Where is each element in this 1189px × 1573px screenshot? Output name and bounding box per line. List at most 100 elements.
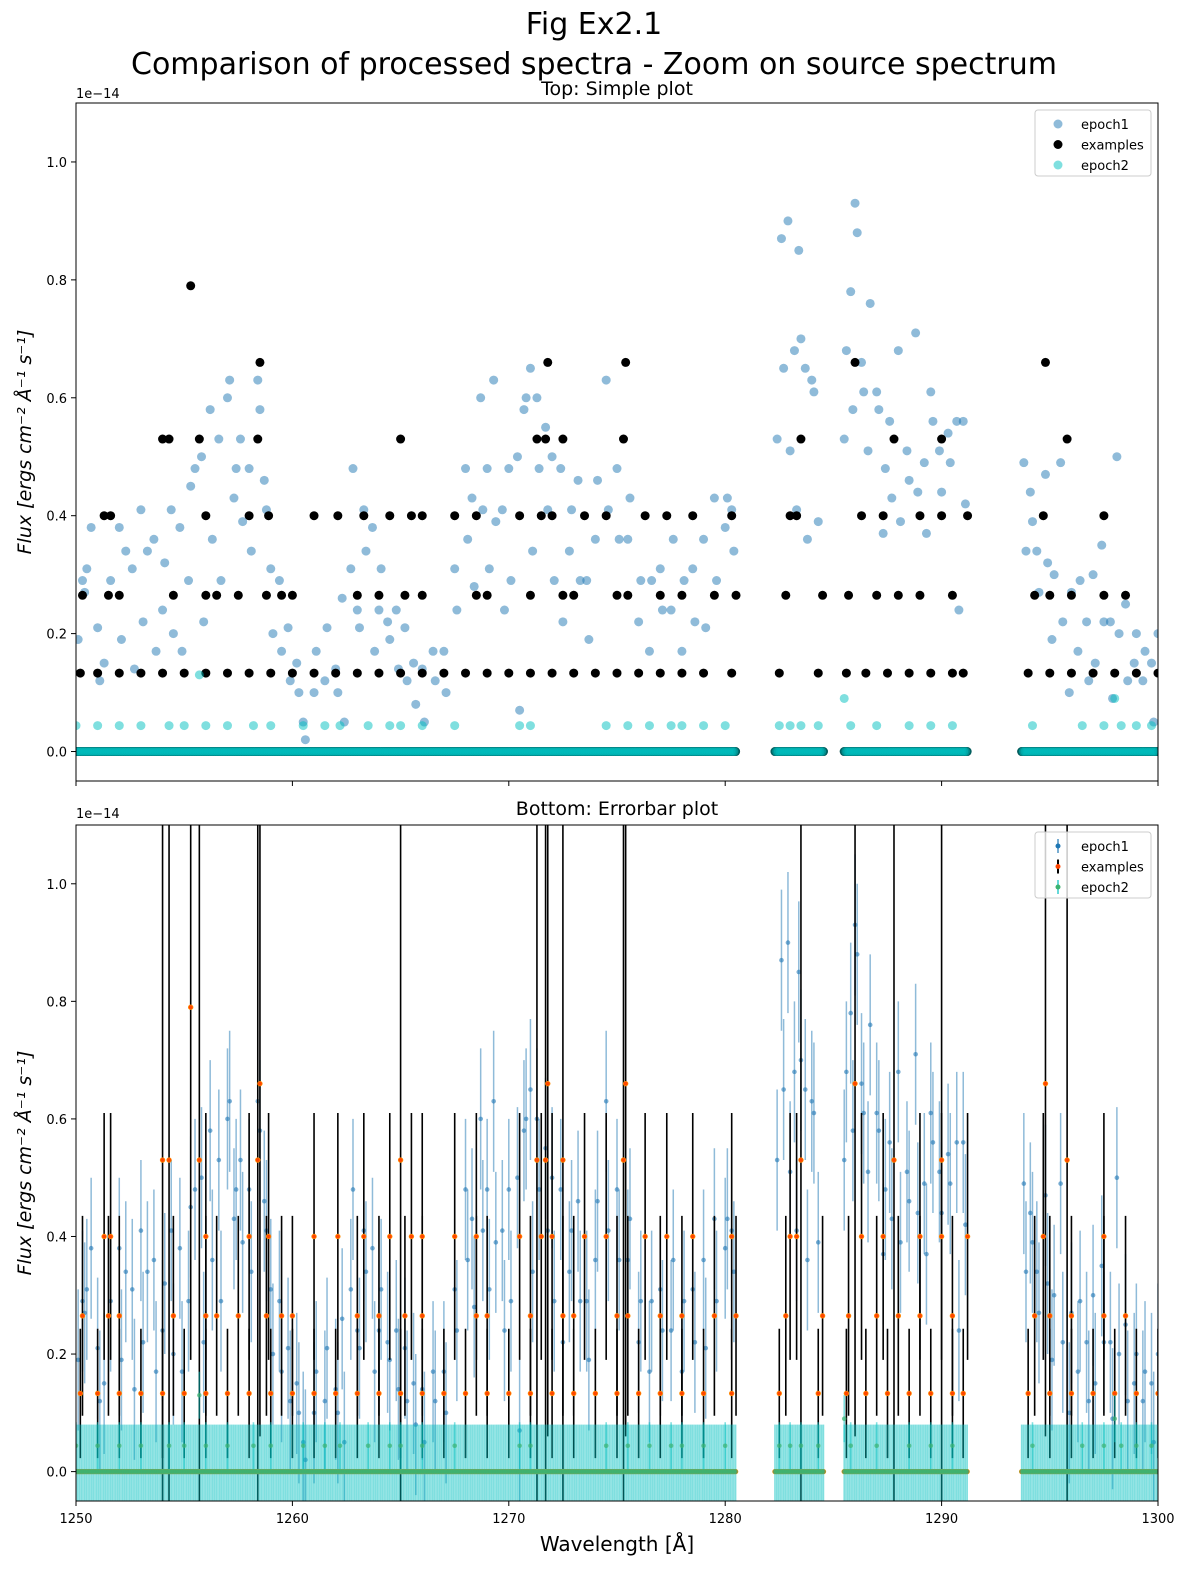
epoch1-point xyxy=(1077,1298,1083,1304)
epoch1-point xyxy=(859,387,869,397)
examples-point xyxy=(1088,668,1098,678)
epoch1-point xyxy=(515,1175,520,1180)
examples-point xyxy=(106,511,116,521)
epoch1-point xyxy=(625,493,635,503)
examples-point xyxy=(571,1313,577,1319)
epoch1-point xyxy=(722,1245,728,1251)
epoch1-point xyxy=(465,1257,470,1263)
examples-point xyxy=(549,1390,555,1397)
epoch1-point xyxy=(670,1257,676,1263)
epoch1-point xyxy=(199,1175,204,1180)
epoch1-point xyxy=(352,605,362,615)
epoch1-point xyxy=(802,534,812,544)
examples-point xyxy=(1090,1390,1096,1397)
axes-frame xyxy=(75,102,1159,782)
examples-point xyxy=(263,1313,270,1319)
epoch1-point xyxy=(482,464,492,474)
examples-point xyxy=(928,1390,934,1397)
epoch1-point xyxy=(779,363,789,373)
legend-label-epoch1: epoch1 xyxy=(1081,840,1129,855)
epoch2-point xyxy=(114,721,124,731)
epoch1-point xyxy=(1086,1398,1092,1404)
examples-point xyxy=(614,1390,620,1397)
examples-point xyxy=(159,1390,166,1397)
examples-point xyxy=(196,1157,203,1163)
epoch1-point xyxy=(714,1298,719,1304)
epoch1-point xyxy=(512,452,522,462)
epoch1-point xyxy=(350,1187,356,1192)
examples-point xyxy=(776,1390,782,1397)
epoch1-point xyxy=(348,464,358,474)
examples-point xyxy=(949,1390,956,1397)
epoch1-point xyxy=(205,405,215,415)
epoch2-point xyxy=(644,721,654,731)
top-panel-title: Top: Simple plot xyxy=(540,78,693,100)
epoch2-point xyxy=(419,1443,425,1449)
epoch1-point xyxy=(86,522,96,532)
epoch1-point xyxy=(231,464,241,474)
examples-point xyxy=(309,668,319,678)
examples-point xyxy=(541,434,551,444)
epoch2-point xyxy=(363,721,373,731)
examples-point xyxy=(287,590,297,600)
examples-point xyxy=(964,1233,971,1240)
examples-point xyxy=(101,1233,107,1240)
epoch1-point xyxy=(945,1151,951,1157)
examples-point xyxy=(107,1233,114,1240)
epoch1-point xyxy=(729,546,739,556)
examples-point xyxy=(781,590,791,600)
epoch1-point xyxy=(502,1328,507,1333)
epoch1-point xyxy=(463,534,473,544)
examples-point xyxy=(688,511,698,521)
examples-point xyxy=(387,1233,393,1240)
epoch2-point xyxy=(76,721,81,731)
examples-point xyxy=(105,1313,112,1319)
epoch2-point xyxy=(679,1443,685,1449)
epoch1-point xyxy=(647,1369,652,1374)
figure-title-line1: Fig Ex2.1 xyxy=(526,7,662,42)
examples-point xyxy=(787,1233,793,1240)
ytick-label: 0.0 xyxy=(46,746,67,761)
epoch1-point xyxy=(928,416,938,426)
legend-label-examples: examples xyxy=(1081,861,1144,876)
epoch1-point xyxy=(300,735,310,745)
examples-point xyxy=(376,1390,382,1397)
epoch1-point xyxy=(567,505,577,515)
xtick-label: 1250 xyxy=(59,1512,92,1527)
epoch1-point xyxy=(153,1369,159,1374)
examples-point xyxy=(863,1390,869,1397)
epoch1-point xyxy=(1121,599,1131,609)
legend-marker-examples xyxy=(1053,140,1063,149)
epoch1-point xyxy=(346,564,356,574)
legend-marker-epoch1 xyxy=(1055,843,1061,849)
epoch1-point xyxy=(292,658,302,668)
epoch1-point xyxy=(294,688,304,698)
examples-point xyxy=(612,590,622,600)
examples-point xyxy=(266,668,276,678)
examples-point xyxy=(397,1157,404,1163)
epoch1-point xyxy=(363,1269,369,1275)
examples-point xyxy=(904,668,914,678)
epoch2-point xyxy=(164,721,174,731)
examples-point xyxy=(1030,590,1040,600)
examples-point xyxy=(261,590,271,600)
epoch1-point xyxy=(569,1228,574,1233)
epoch2-point xyxy=(647,1443,652,1449)
examples-point xyxy=(352,590,362,600)
epoch1-point xyxy=(606,1228,611,1233)
xtick-label: 1280 xyxy=(709,1512,742,1527)
epoch2-point xyxy=(872,721,882,731)
examples-point xyxy=(525,590,535,600)
examples-point xyxy=(484,1390,490,1397)
epoch1-point xyxy=(216,1157,222,1163)
examples-point xyxy=(222,668,232,678)
epoch1-point xyxy=(789,346,799,356)
examples-point xyxy=(309,511,319,521)
examples-point xyxy=(187,1004,194,1010)
examples-point xyxy=(361,1233,367,1240)
epoch2-point xyxy=(93,721,103,731)
epoch1-point xyxy=(523,1116,529,1122)
epoch1-point xyxy=(532,393,542,403)
epoch1-point xyxy=(807,375,817,385)
epoch1-point xyxy=(151,646,161,656)
